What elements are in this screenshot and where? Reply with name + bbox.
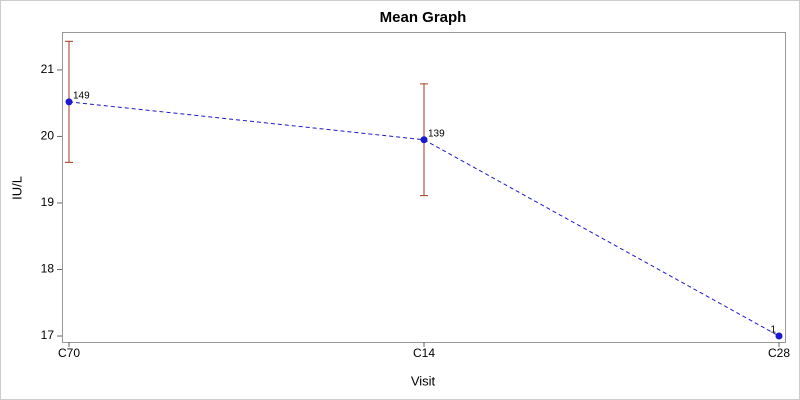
y-tick-label: 19 [41, 195, 55, 209]
y-tick-label: 20 [41, 129, 55, 143]
y-tick-label: 18 [41, 262, 55, 276]
point [420, 136, 428, 144]
x-tick-label: C70 [58, 346, 80, 360]
point [65, 98, 73, 106]
chart-title: Mean Graph [380, 9, 467, 26]
x-axis-label: Visit [411, 373, 436, 388]
y-tick-label: 17 [41, 328, 55, 342]
point-label: 139 [428, 128, 445, 139]
x-tick-label: C14 [413, 346, 435, 360]
point [775, 332, 783, 340]
y-tick-label: 21 [41, 62, 55, 76]
y-axis-label: IU/L [9, 176, 24, 200]
point-label: 149 [73, 90, 90, 101]
x-tick-label: C28 [768, 346, 790, 360]
point-label: 1 [770, 325, 776, 336]
